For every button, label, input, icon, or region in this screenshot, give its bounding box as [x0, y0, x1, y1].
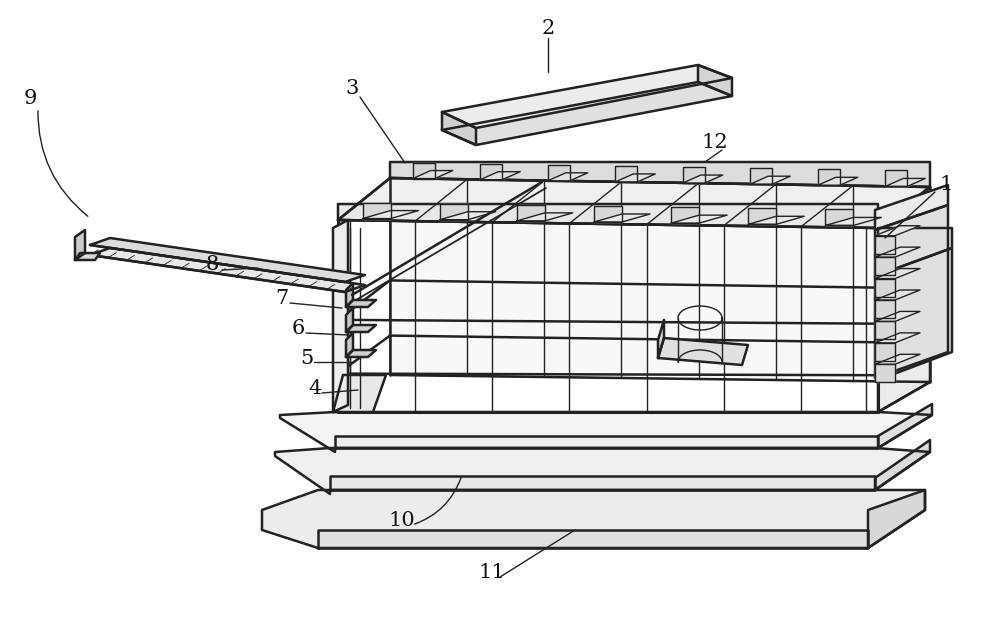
Polygon shape: [615, 174, 655, 182]
Polygon shape: [615, 166, 637, 182]
Polygon shape: [878, 404, 932, 448]
Polygon shape: [748, 216, 804, 225]
Polygon shape: [594, 206, 622, 222]
Polygon shape: [818, 169, 840, 185]
Polygon shape: [875, 226, 920, 236]
Polygon shape: [825, 218, 881, 225]
Text: 1: 1: [939, 176, 953, 195]
Text: 5: 5: [300, 349, 314, 368]
Polygon shape: [698, 65, 732, 96]
Text: 3: 3: [345, 78, 359, 97]
Polygon shape: [878, 248, 952, 380]
Polygon shape: [875, 290, 920, 300]
Polygon shape: [75, 253, 100, 260]
Polygon shape: [875, 354, 920, 364]
Polygon shape: [346, 325, 376, 332]
Polygon shape: [338, 204, 878, 228]
Text: 2: 2: [541, 18, 555, 38]
Polygon shape: [75, 230, 85, 260]
Polygon shape: [442, 82, 732, 145]
Polygon shape: [90, 238, 365, 282]
Polygon shape: [333, 220, 348, 412]
Polygon shape: [517, 205, 545, 221]
Polygon shape: [875, 247, 920, 257]
Polygon shape: [363, 203, 391, 219]
Polygon shape: [346, 283, 353, 307]
Polygon shape: [280, 412, 932, 452]
Polygon shape: [750, 176, 790, 184]
Polygon shape: [333, 375, 386, 412]
Polygon shape: [683, 175, 723, 183]
Text: 9: 9: [23, 88, 37, 107]
Polygon shape: [875, 236, 895, 254]
Polygon shape: [658, 320, 664, 358]
Polygon shape: [875, 300, 895, 318]
Text: 7: 7: [275, 289, 289, 307]
Polygon shape: [442, 112, 476, 145]
Text: 8: 8: [205, 256, 219, 275]
Polygon shape: [875, 257, 895, 275]
Polygon shape: [875, 364, 895, 382]
Polygon shape: [390, 162, 930, 187]
Text: 10: 10: [389, 511, 415, 530]
Polygon shape: [548, 173, 588, 181]
Text: 6: 6: [291, 319, 305, 338]
Polygon shape: [480, 163, 502, 180]
Polygon shape: [262, 490, 925, 548]
Polygon shape: [671, 215, 727, 223]
Polygon shape: [442, 65, 732, 128]
Polygon shape: [330, 476, 875, 490]
Text: 12: 12: [702, 132, 728, 151]
Polygon shape: [875, 185, 948, 230]
Polygon shape: [878, 228, 952, 275]
Polygon shape: [517, 213, 573, 221]
Polygon shape: [390, 178, 930, 382]
Polygon shape: [594, 214, 650, 222]
Text: 11: 11: [479, 562, 505, 581]
Polygon shape: [338, 178, 930, 228]
Polygon shape: [413, 163, 435, 179]
Polygon shape: [480, 172, 520, 180]
Polygon shape: [875, 343, 895, 361]
Polygon shape: [875, 440, 930, 490]
Polygon shape: [875, 321, 895, 340]
Polygon shape: [346, 350, 376, 357]
Polygon shape: [440, 212, 496, 219]
Polygon shape: [318, 530, 868, 548]
Polygon shape: [440, 204, 468, 219]
Polygon shape: [875, 312, 920, 321]
Polygon shape: [548, 165, 570, 181]
Polygon shape: [818, 177, 858, 185]
Polygon shape: [90, 248, 365, 292]
Polygon shape: [346, 308, 353, 332]
Polygon shape: [825, 209, 853, 225]
Polygon shape: [868, 490, 925, 548]
Polygon shape: [875, 279, 895, 296]
Text: 4: 4: [308, 378, 322, 398]
Polygon shape: [878, 187, 930, 412]
Polygon shape: [346, 333, 353, 357]
Polygon shape: [363, 211, 419, 219]
Polygon shape: [875, 268, 920, 279]
Polygon shape: [885, 179, 925, 186]
Polygon shape: [885, 170, 907, 186]
Polygon shape: [413, 170, 453, 179]
Polygon shape: [875, 333, 920, 343]
Polygon shape: [671, 207, 699, 223]
Polygon shape: [875, 205, 948, 378]
Polygon shape: [748, 208, 776, 225]
Polygon shape: [346, 300, 376, 307]
Polygon shape: [275, 448, 930, 494]
Polygon shape: [750, 168, 772, 184]
Polygon shape: [658, 338, 748, 365]
Polygon shape: [335, 436, 878, 448]
Polygon shape: [683, 167, 705, 183]
